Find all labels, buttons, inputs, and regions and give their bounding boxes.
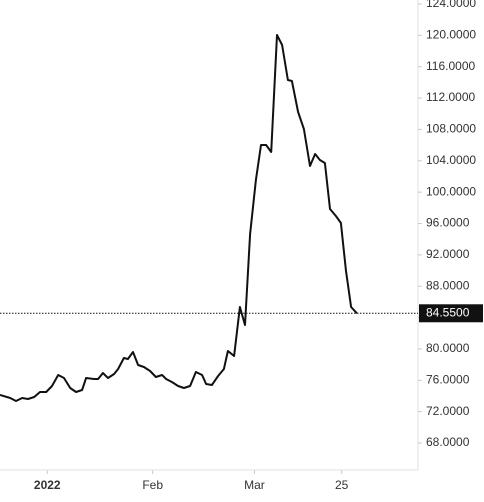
y-tick-label: 76.0000 <box>426 372 470 386</box>
y-tick-label: 72.0000 <box>426 404 470 418</box>
x-tick-label: 2022 <box>34 478 61 492</box>
y-tick-label: 96.0000 <box>426 216 470 230</box>
x-tick-label: Feb <box>142 478 163 492</box>
y-tick-label: 88.0000 <box>426 278 470 292</box>
y-tick-label: 80.0000 <box>426 341 470 355</box>
x-tick-label: 25 <box>335 478 349 492</box>
y-tick-label: 100.0000 <box>426 184 476 198</box>
y-tick-label: 104.0000 <box>426 153 476 167</box>
y-tick-label: 108.0000 <box>426 122 476 136</box>
last-price-box <box>419 304 483 323</box>
y-tick-label: 112.0000 <box>426 90 475 104</box>
y-tick-label: 92.0000 <box>426 247 470 261</box>
x-tick-label: Mar <box>244 478 265 492</box>
y-tick-label: 116.0000 <box>426 59 475 73</box>
price-line <box>0 34 358 402</box>
y-tick-label: 124.0000 <box>426 0 476 10</box>
last-price-label: 84.5500 <box>426 305 470 319</box>
y-tick-label: 120.0000 <box>426 28 476 42</box>
y-tick-label: 68.0000 <box>426 435 470 449</box>
